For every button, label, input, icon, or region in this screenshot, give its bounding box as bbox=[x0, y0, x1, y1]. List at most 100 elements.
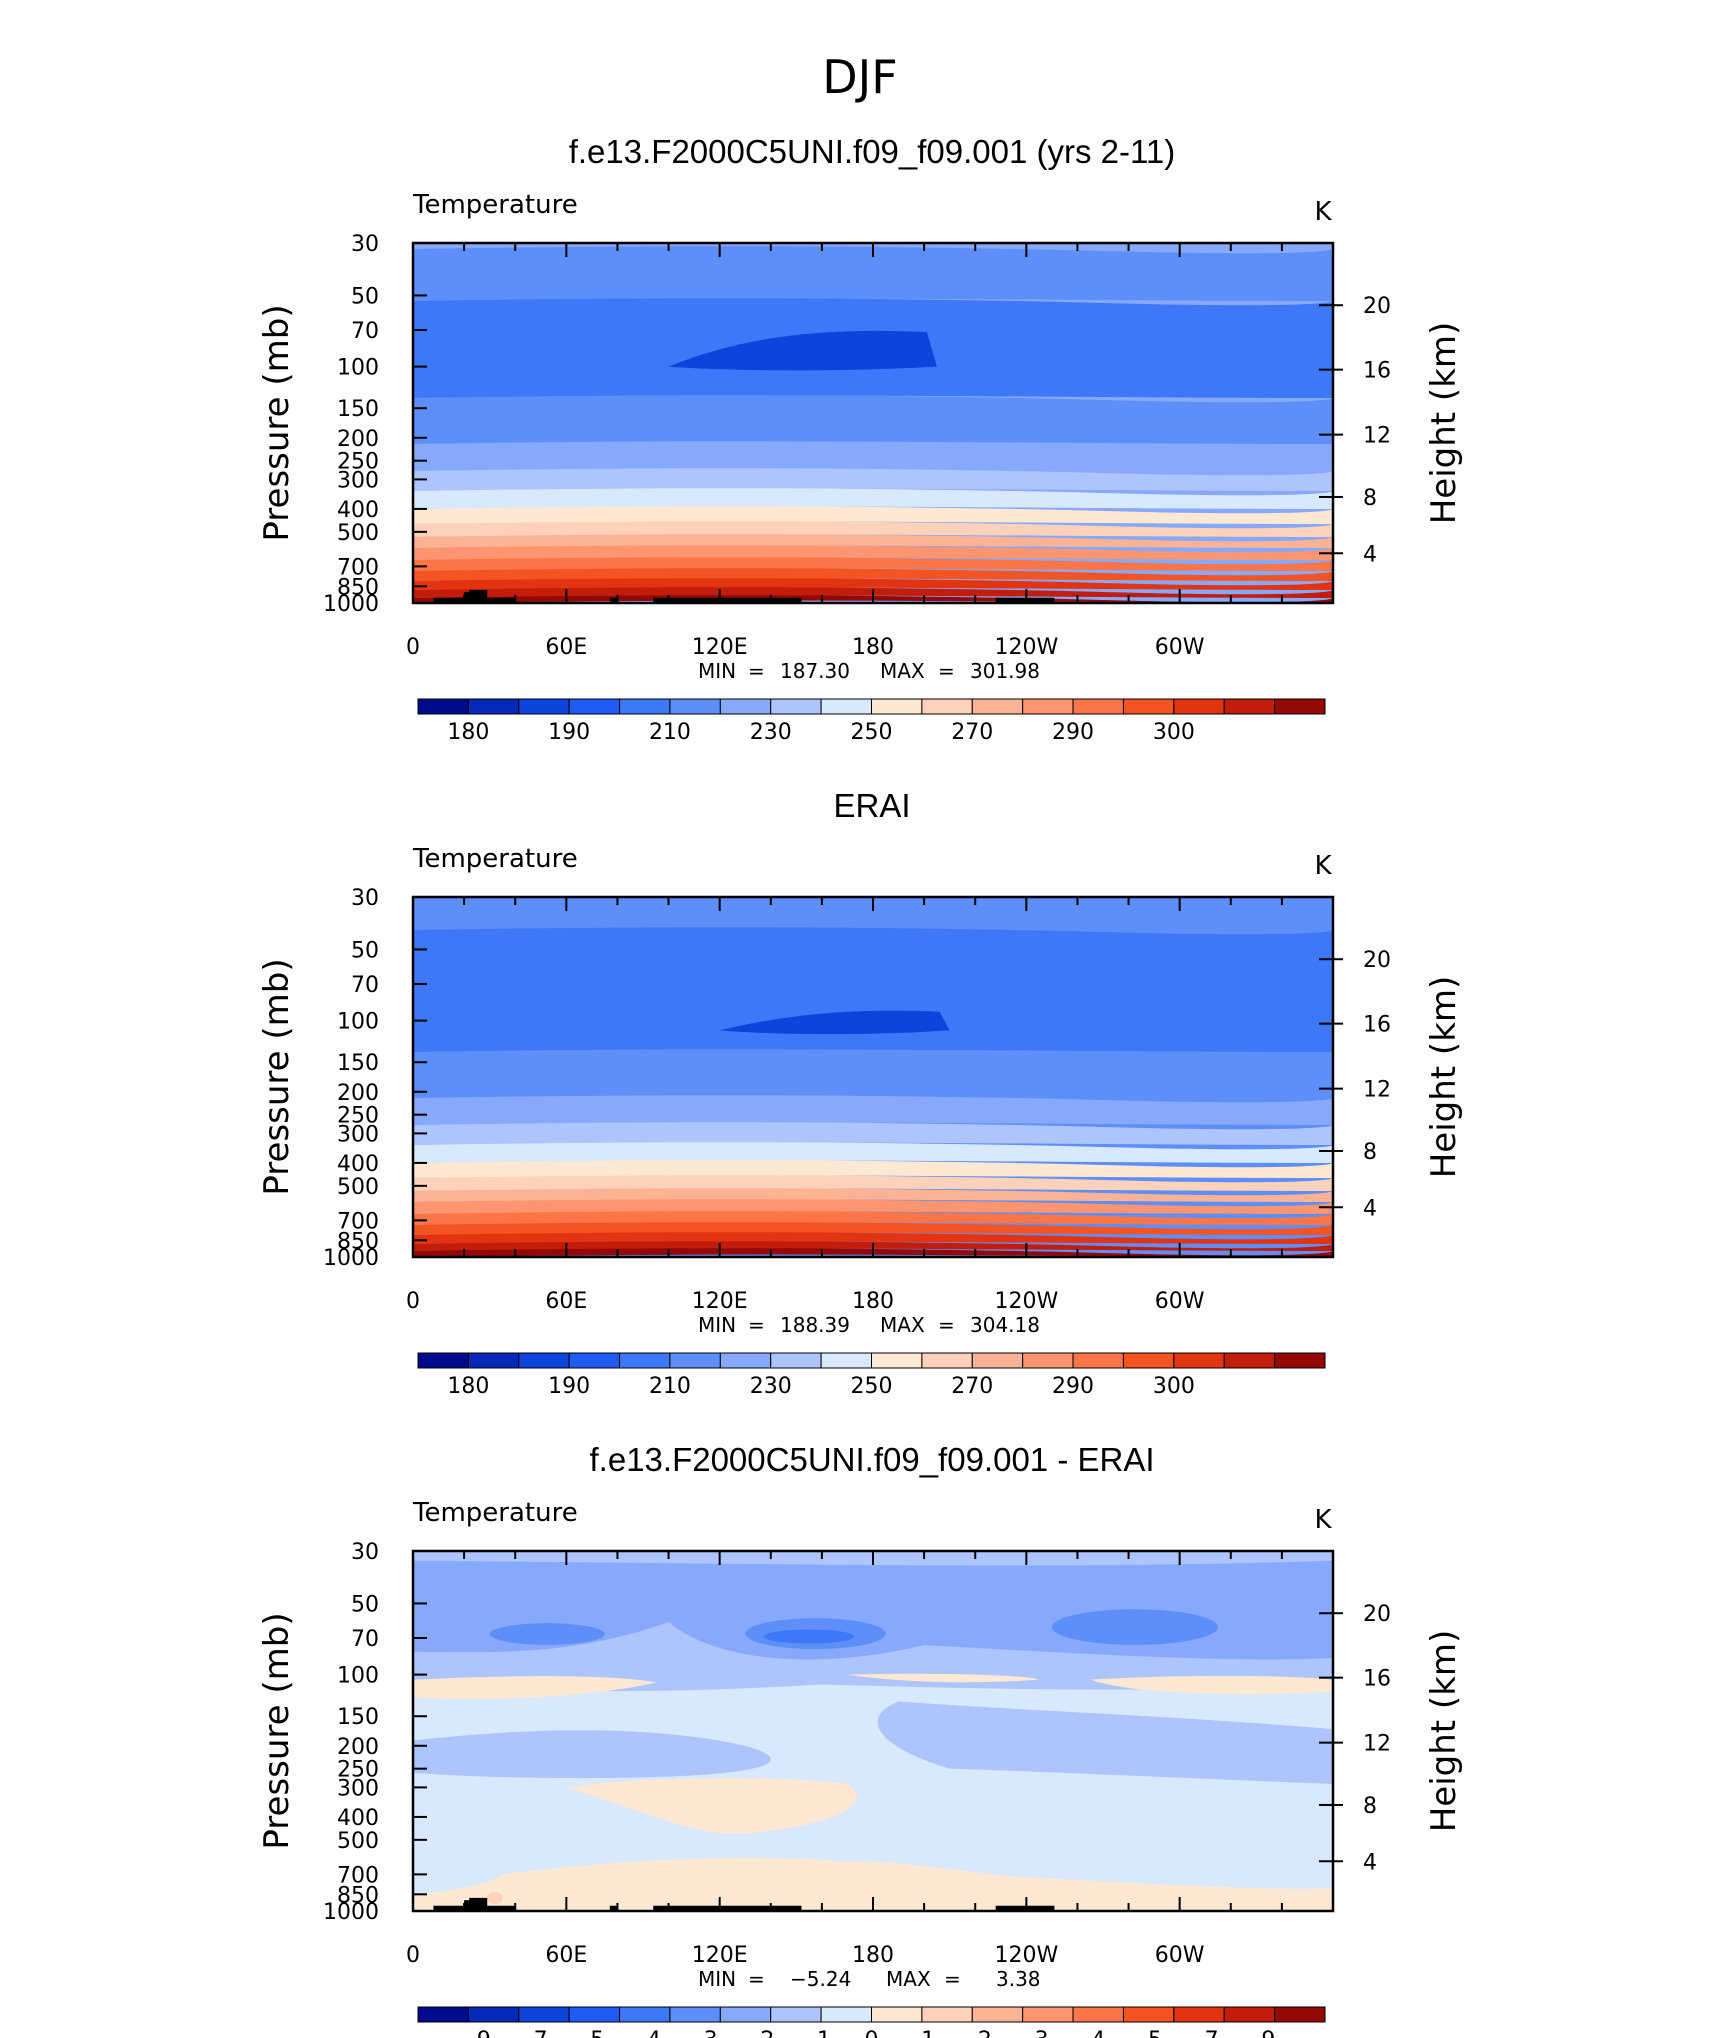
colorbar-swatch bbox=[1072, 698, 1124, 715]
x-tick-label: 0 bbox=[406, 1289, 420, 1314]
topography-mountain-block bbox=[653, 1905, 802, 1911]
figure-title: DJF bbox=[822, 50, 897, 104]
colorbar-label: 5 bbox=[1148, 2028, 1162, 2038]
colorbar-swatch bbox=[921, 1352, 973, 1369]
y2-tick-label: 16 bbox=[1363, 359, 1391, 384]
colorbar-label: 7 bbox=[1205, 2028, 1219, 2038]
max-equals: = bbox=[944, 1967, 961, 1991]
colorbar-swatch bbox=[568, 1352, 621, 1369]
colorbar-swatch bbox=[518, 1352, 570, 1369]
y-tick-label: 850 bbox=[337, 575, 379, 600]
cold-core-contour bbox=[719, 1010, 950, 1035]
y-tick-label: 300 bbox=[337, 1122, 379, 1147]
y-tick-label: 500 bbox=[337, 521, 379, 546]
x-tick-label: 60W bbox=[1155, 1943, 1205, 1968]
contour-blob bbox=[1051, 1609, 1218, 1645]
colorbar-label: 1 bbox=[921, 2028, 935, 2038]
y-tick-label: 700 bbox=[337, 1209, 379, 1234]
colorbar-swatch bbox=[971, 1352, 1024, 1369]
units-label: K bbox=[1314, 851, 1332, 881]
colorbar-swatch bbox=[619, 2006, 671, 2023]
contour-band bbox=[413, 441, 1333, 471]
y-tick-label: 70 bbox=[351, 319, 379, 344]
colorbar-swatch bbox=[518, 2006, 570, 2023]
colorbar-swatch bbox=[719, 1352, 772, 1369]
y-tick-label: 70 bbox=[351, 1627, 379, 1652]
y2-tick-label: 12 bbox=[1363, 1078, 1391, 1103]
colorbar-swatch bbox=[971, 698, 1024, 715]
colorbar-swatch bbox=[1173, 2006, 1225, 2023]
y-tick-label: 100 bbox=[337, 356, 379, 381]
x-tick-label: 120E bbox=[692, 1943, 748, 1968]
panel-difference: f.e13.F2000C5UNI.f09_f09.001 - ERAI Temp… bbox=[257, 1441, 1464, 2038]
colorbar-swatch bbox=[871, 1352, 923, 1369]
x-tick-label: 120W bbox=[994, 1943, 1058, 1968]
contour-blob bbox=[764, 1629, 855, 1644]
colorbar-swatch bbox=[1274, 1352, 1326, 1369]
colorbar-swatch bbox=[417, 698, 469, 715]
colorbar-swatch bbox=[820, 1352, 872, 1369]
contour-band bbox=[413, 1175, 1333, 1191]
max-label: MAX bbox=[880, 659, 925, 683]
contour-band bbox=[413, 545, 1333, 560]
y2-tick-label: 8 bbox=[1363, 1140, 1377, 1165]
y2-axis-label: Height (km) bbox=[1424, 976, 1464, 1179]
contour-band bbox=[413, 1160, 1333, 1178]
variable-label: Temperature bbox=[412, 1498, 578, 1528]
colorbar-label: 230 bbox=[750, 720, 792, 745]
colorbar-swatch bbox=[467, 2006, 520, 2023]
colorbar-swatch bbox=[1122, 1352, 1175, 1369]
y-tick-label: 50 bbox=[351, 1592, 379, 1617]
contour-region bbox=[413, 1730, 771, 1779]
y-tick-label: 1000 bbox=[323, 1900, 379, 1925]
y2-tick-label: 8 bbox=[1363, 486, 1377, 511]
colorbar-label: 190 bbox=[548, 720, 590, 745]
colorbar-swatch bbox=[669, 2006, 721, 2023]
colorbar-swatch bbox=[770, 1352, 822, 1369]
contour-band bbox=[413, 578, 1333, 590]
colorbar-label: −4 bbox=[629, 2028, 661, 2038]
y-tick-label: 850 bbox=[337, 1229, 379, 1254]
y-tick-label: 200 bbox=[337, 1735, 379, 1760]
colorbar-swatch bbox=[1022, 1352, 1074, 1369]
colorbar-swatch bbox=[719, 2006, 772, 2023]
colorbar-swatch bbox=[518, 698, 570, 715]
y-axis-label: Pressure (mb) bbox=[257, 958, 297, 1195]
y-tick-label: 150 bbox=[337, 1705, 379, 1730]
y-tick-label: 400 bbox=[337, 1806, 379, 1831]
contour-field bbox=[413, 243, 1333, 603]
max-label: MAX bbox=[886, 1967, 931, 1991]
x-tick-label: 60E bbox=[545, 1943, 587, 1968]
colorbar-swatch bbox=[1022, 698, 1074, 715]
max-label: MAX bbox=[880, 1313, 925, 1337]
y-tick-label: 250 bbox=[337, 1104, 379, 1129]
y-tick-label: 100 bbox=[337, 1664, 379, 1689]
x-tick-label: 180 bbox=[852, 1289, 894, 1314]
cold-core-contour bbox=[668, 330, 937, 371]
colorbar-label: −5 bbox=[572, 2028, 604, 2038]
panel-title: ERAI bbox=[833, 787, 910, 824]
contour-band bbox=[413, 1049, 1333, 1098]
colorbar-label: 2 bbox=[978, 2028, 992, 2038]
contour-band bbox=[413, 1188, 1333, 1202]
contour-band bbox=[413, 1095, 1333, 1125]
y-axis-label: Pressure (mb) bbox=[257, 304, 297, 541]
x-tick-label: 120E bbox=[692, 635, 748, 660]
y-tick-label: 50 bbox=[351, 284, 379, 309]
colorbar-swatch bbox=[1223, 1352, 1276, 1369]
colorbar-swatch bbox=[669, 698, 721, 715]
contour-region bbox=[877, 1701, 1333, 1784]
colorbar-swatch bbox=[669, 1352, 721, 1369]
variable-label: Temperature bbox=[412, 844, 578, 874]
x-tick-label: 60E bbox=[545, 635, 587, 660]
max-equals: = bbox=[938, 1313, 955, 1337]
topography-mountain-block bbox=[609, 1905, 618, 1911]
colorbar-label: 290 bbox=[1052, 1374, 1094, 1399]
contour-band bbox=[413, 246, 1333, 301]
y-tick-label: 30 bbox=[351, 886, 379, 911]
colorbar-label: 270 bbox=[951, 720, 993, 745]
max-value: 301.98 bbox=[970, 659, 1040, 683]
min-value: 188.39 bbox=[780, 1313, 850, 1337]
colorbar-label: −9 bbox=[458, 2028, 490, 2038]
topography-mountain-block bbox=[609, 597, 618, 603]
